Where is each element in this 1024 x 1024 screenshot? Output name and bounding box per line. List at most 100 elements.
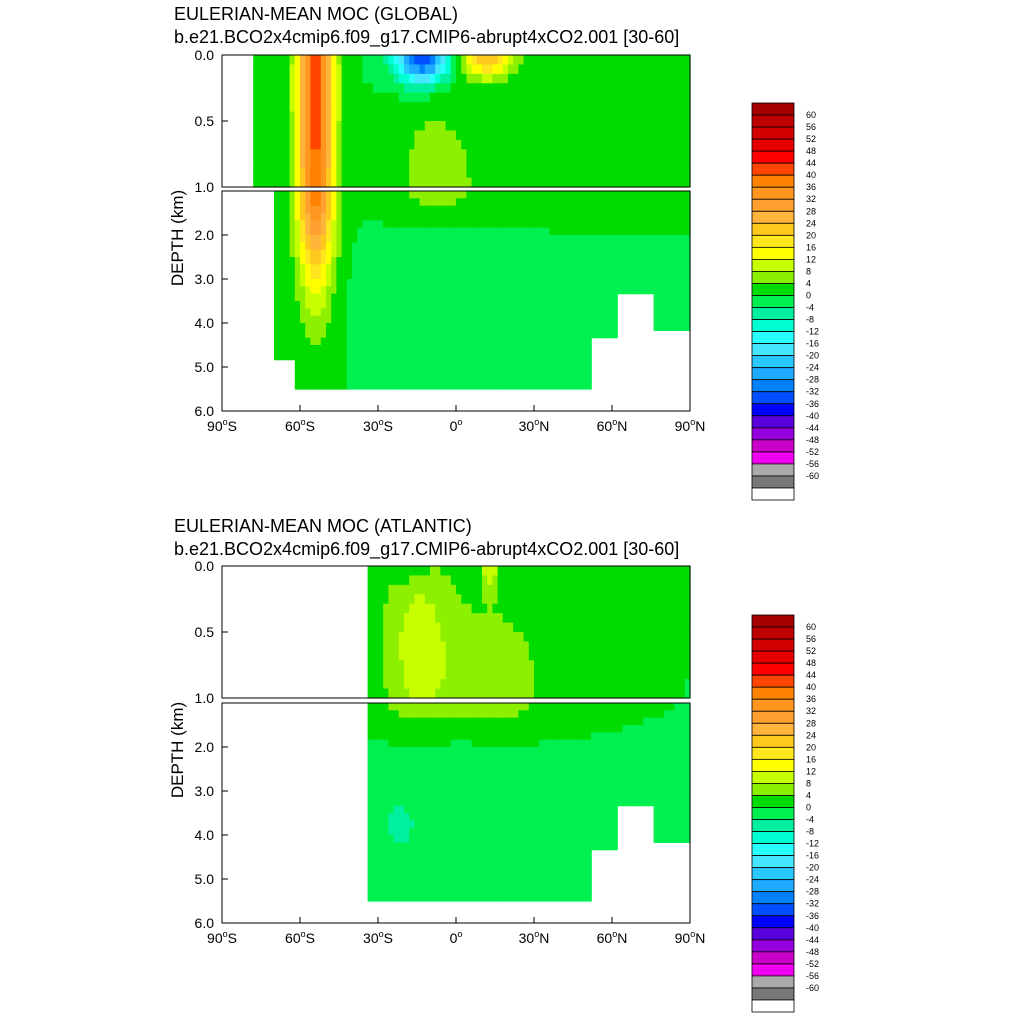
contour-cell — [414, 849, 421, 858]
contour-cell — [653, 271, 660, 280]
contour-cell — [513, 177, 519, 188]
contour-cell — [461, 352, 467, 361]
contour-cell — [367, 669, 374, 680]
contour-cell — [409, 641, 415, 652]
contour-cell — [372, 352, 379, 361]
global-plot-lower — [221, 190, 691, 412]
contour-cell — [357, 374, 363, 383]
contour-cell — [315, 130, 322, 141]
contour-cell — [487, 613, 493, 624]
contour-cell — [523, 566, 530, 577]
contour-cell — [586, 92, 592, 103]
contour-cell — [378, 805, 384, 814]
contour-cell — [513, 613, 519, 624]
contour-cell — [513, 301, 519, 309]
contour-cell — [492, 798, 499, 807]
contour-cell — [388, 566, 395, 577]
contour-cell — [367, 55, 374, 66]
contour-cell — [274, 64, 280, 75]
contour-cell — [596, 139, 603, 150]
contour-cell — [305, 301, 311, 309]
contour-cell — [601, 669, 608, 680]
contour-cell — [331, 111, 337, 122]
colorbar-swatch — [751, 222, 795, 236]
contour-cell — [487, 205, 493, 214]
contour-cell — [622, 198, 629, 207]
contour-cell — [466, 359, 473, 368]
contour-cell — [336, 130, 343, 141]
contour-cell — [684, 139, 691, 150]
contour-cell — [419, 264, 426, 273]
contour-cell — [274, 111, 280, 122]
contour-cell — [586, 55, 592, 66]
contour-cell — [664, 679, 670, 690]
contour-cell — [372, 286, 379, 295]
contour-cell — [315, 102, 322, 113]
contour-cell — [612, 64, 618, 75]
contour-cell — [435, 732, 441, 741]
contour-cell — [456, 271, 462, 280]
contour-cell — [554, 315, 561, 324]
contour-cell — [570, 352, 577, 361]
contour-cell — [398, 566, 405, 577]
contour-cell — [502, 111, 509, 122]
contour-cell — [518, 64, 525, 75]
contour-cell — [612, 679, 618, 690]
contour-cell — [502, 55, 509, 66]
contour-cell — [378, 660, 384, 671]
contour-cell — [378, 249, 384, 258]
contour-cell — [393, 805, 400, 814]
contour-cell — [430, 242, 436, 251]
contour-cell — [414, 754, 421, 763]
contour-cell — [435, 242, 441, 251]
contour-cell — [435, 710, 441, 719]
contour-cell — [268, 73, 275, 84]
contour-cell — [331, 301, 337, 309]
contour-cell — [658, 177, 665, 188]
contour-cell — [258, 83, 265, 94]
contour-cell — [612, 111, 618, 122]
contour-cell — [565, 158, 571, 169]
contour-cell — [383, 879, 389, 887]
contour-cell — [331, 83, 337, 94]
contour-cell — [305, 55, 311, 66]
contour-cell — [544, 337, 551, 346]
contour-cell — [398, 761, 405, 770]
contour-cell — [456, 710, 462, 719]
contour-cell — [674, 55, 681, 66]
contour-cell — [409, 374, 415, 383]
contour-cell — [482, 168, 488, 179]
contour-cell — [388, 102, 395, 113]
contour-cell — [497, 264, 504, 273]
contour-cell — [612, 168, 618, 179]
contour-cell — [560, 323, 566, 331]
contour-cell — [591, 177, 597, 188]
contour-cell — [357, 198, 363, 207]
contour-cell — [284, 308, 291, 317]
contour-cell — [549, 242, 556, 251]
contour-cell — [398, 301, 405, 309]
contour-cell — [456, 92, 462, 103]
contour-cell — [461, 198, 467, 207]
contour-cell — [570, 688, 577, 699]
contour-cell — [315, 293, 322, 302]
contour-cell — [648, 198, 655, 207]
contour-cell — [684, 257, 691, 265]
contour-cell — [393, 235, 400, 243]
contour-cell — [378, 130, 384, 141]
contour-cell — [357, 308, 363, 317]
contour-cell — [352, 102, 358, 113]
contour-cell — [492, 679, 499, 690]
contour-cell — [305, 257, 311, 265]
contour-cell — [419, 64, 426, 75]
contour-cell — [591, 111, 597, 122]
contour-cell — [326, 149, 332, 160]
contour-cell — [560, 669, 566, 680]
contour-cell — [346, 337, 353, 346]
contour-cell — [534, 717, 540, 726]
contour-cell — [398, 879, 405, 887]
contour-cell — [560, 111, 566, 122]
contour-cell — [497, 688, 504, 699]
contour-cell — [440, 688, 447, 699]
contour-cell — [612, 198, 618, 207]
